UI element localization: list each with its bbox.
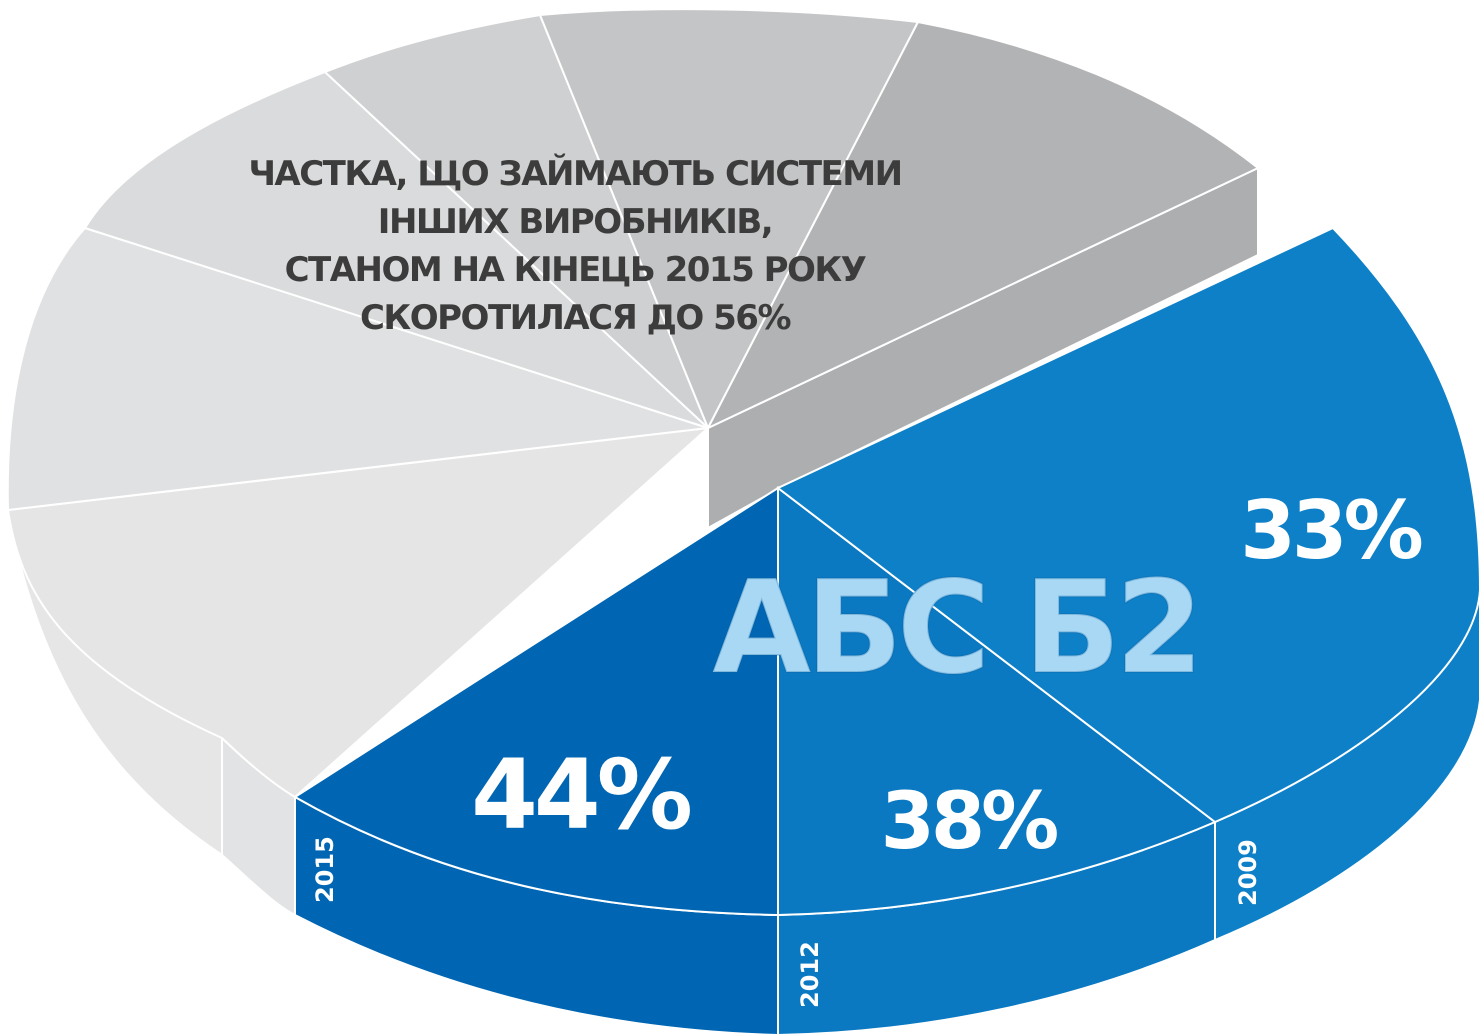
chart-title: АБС Б2 (712, 554, 1198, 703)
others-slice (6, 226, 709, 512)
slice-2015 (293, 486, 779, 917)
caption-line: ІНШИХ ВИРОБНИКІВ, (377, 202, 774, 242)
others-slice (705, 20, 1260, 431)
slice-2009 (776, 226, 1482, 824)
others-slice (323, 13, 709, 429)
others-region (6, 8, 1260, 917)
year-label-2012: 2012 (796, 941, 824, 1008)
value-label-2012: 38% (881, 777, 1058, 867)
slice-2012 (777, 485, 1217, 917)
caption: ЧАСТКА, ЩО ЗАЙМАЮТЬ СИСТЕМИ ІНШИХ ВИРОБН… (180, 150, 970, 342)
year-label-2015: 2015 (311, 836, 339, 903)
others-slice (538, 8, 920, 431)
others-slice (83, 70, 709, 429)
year-label-2009: 2009 (1234, 839, 1262, 906)
others-slice (6, 426, 712, 799)
abs-b2-region (293, 226, 1482, 1036)
caption-line: СКОРОТИЛАСЯ ДО 56% (359, 298, 792, 338)
value-label-2009: 33% (1240, 484, 1421, 577)
value-label-2015: 44% (471, 739, 691, 851)
caption-line: СТАНОМ НА КІНЕЦЬ 2015 РОКУ (284, 250, 867, 290)
caption-line: ЧАСТКА, ЩО ЗАЙМАЮТЬ СИСТЕМИ (248, 154, 903, 194)
